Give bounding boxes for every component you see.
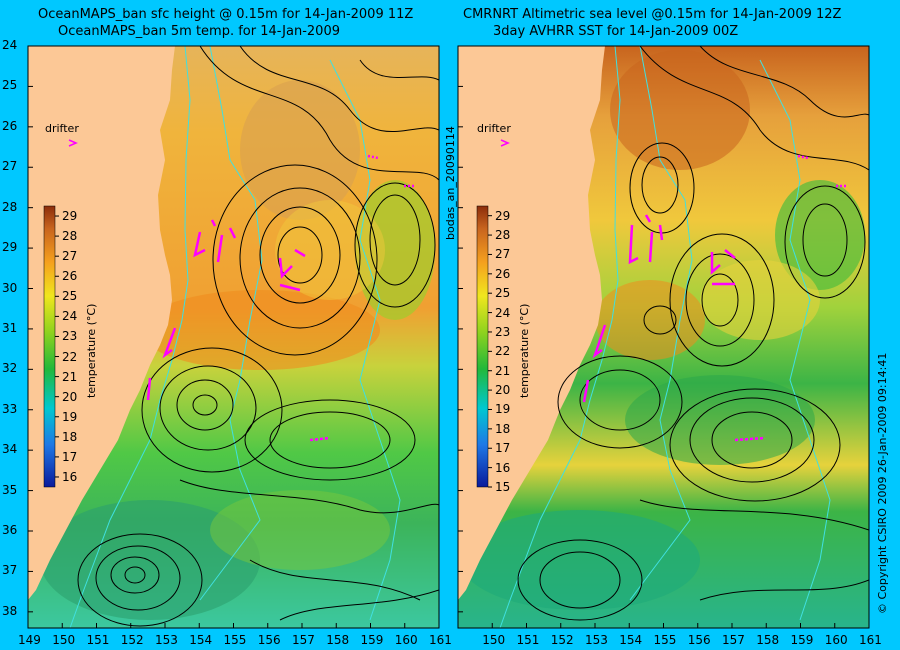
right-colorbar-tick-label: 16	[495, 460, 511, 475]
longitude-tick-label-left: 152	[120, 633, 144, 647]
latitude-tick-label: 34	[2, 442, 18, 457]
left-colorbar-tick-label: 18	[62, 429, 78, 444]
left-title-line1: OceanMAPS_ban sfc height @ 0.15m for 14-…	[38, 7, 414, 22]
left-colorbar-tick-label: 22	[62, 349, 78, 364]
longitude-tick-label-right: 154	[619, 633, 643, 647]
latitude-tick-label: 31	[2, 320, 18, 335]
longitude-tick-label-right: 153	[585, 633, 608, 647]
right-colorbar-tick-label: 15	[495, 480, 511, 494]
right-colorbar-tick-label: 25	[495, 286, 511, 301]
longitude-tick-label-right: 158	[756, 633, 780, 647]
left-colorbar-tick-label: 28	[62, 229, 78, 244]
longitude-tick-label-left: 159	[360, 633, 384, 647]
left-title-line2: OceanMAPS_ban 5m temp. for 14-Jan-2009	[58, 24, 340, 39]
longitude-tick-label-left: 155	[223, 633, 247, 647]
longitude-tick-label-left: 156	[257, 633, 281, 647]
longitude-tick-label-right: 155	[653, 633, 677, 647]
left-colorbar-label: temperature (°C)	[85, 303, 98, 398]
left-colorbar-tick-label: 26	[62, 269, 78, 284]
longitude-tick-label-right: 159	[790, 633, 814, 647]
latitude-tick-label: 25	[2, 78, 18, 93]
right-colorbar-tick-label: 26	[495, 266, 511, 281]
right-colorbar-tick-label: 23	[495, 324, 511, 339]
left-colorbar-tick-label: 17	[62, 449, 78, 464]
right-colorbar-tick-label: 17	[495, 441, 511, 456]
left-colorbar-tick-label: 21	[62, 369, 78, 384]
left-colorbar	[43, 205, 59, 488]
longitude-tick-label-right: 160	[824, 633, 848, 647]
right-colorbar-tick-label: 19	[495, 402, 511, 417]
longitude-tick-label-left: 160	[394, 633, 418, 647]
latitude-tick-label: 38	[2, 603, 18, 618]
longitude-tick-label-left: 153	[155, 633, 178, 647]
right-colorbar-tick-label: 27	[495, 247, 511, 262]
longitude-tick-label-right: 151	[516, 633, 540, 647]
left-colorbar-tick-label: 25	[62, 289, 78, 304]
right-title-line1: CMRNRT Altimetric sea level @0.15m for 1…	[463, 7, 842, 22]
right-land	[458, 46, 605, 600]
longitude-tick-label-left: 149	[18, 633, 41, 647]
longitude-tick-label-right: 157	[722, 633, 745, 647]
right-drifter-label: drifter	[477, 122, 511, 135]
latitude-tick-label: 27	[2, 159, 18, 174]
left-land	[28, 46, 175, 600]
copyright-label: © Copyright CSIRO 2009 26-Jan-2009 09:14…	[876, 352, 889, 614]
left-drifter-label: drifter	[45, 122, 79, 135]
latitude-tick-label: 32	[2, 361, 18, 376]
left-colorbar-tick-label: 24	[62, 309, 78, 324]
longitude-tick-label-left: 151	[86, 633, 110, 647]
longitude-tick-label-right: 161	[859, 633, 882, 647]
latitude-tick-label: 36	[2, 523, 18, 537]
longitude-tick-label-right: 152	[550, 633, 574, 647]
right-colorbar-tick-label: 28	[495, 228, 511, 243]
left-colorbar-tick-label: 29	[62, 209, 78, 224]
left-map	[28, 46, 439, 628]
latitude-tick-label: 28	[2, 199, 18, 214]
latitude-tick-label: 30	[2, 280, 18, 295]
right-colorbar-label: temperature (°C)	[518, 303, 531, 398]
latitude-tick-label: 29	[2, 240, 18, 255]
left-colorbar-tick-label: 16	[62, 469, 78, 484]
right-colorbar	[476, 205, 492, 488]
right-colorbar-tick-label: 29	[495, 208, 511, 223]
longitude-tick-label-left: 161	[429, 633, 452, 647]
right-colorbar-tick-label: 24	[495, 305, 511, 320]
latitude-tick-label: 35	[2, 482, 18, 497]
left-colorbar-tick-label: 19	[62, 409, 78, 424]
longitude-tick-label-right: 156	[687, 633, 711, 647]
right-map	[458, 46, 869, 628]
right-title-line2: 3day AVHRR SST for 14-Jan-2009 00Z	[493, 24, 739, 39]
longitude-tick-label-left: 158	[326, 633, 350, 647]
longitude-tick-label-left: 154	[189, 633, 213, 647]
latitude-tick-label: 37	[2, 563, 18, 578]
longitude-tick-label-right: 150	[482, 633, 506, 647]
right-colorbar-tick-label: 21	[495, 363, 511, 378]
run-id-label: bodas_an_20090114	[444, 126, 457, 240]
right-colorbar-tick-label: 20	[495, 383, 511, 398]
right-colorbar-tick-label: 22	[495, 344, 511, 359]
latitude-tick-label: 24	[2, 38, 18, 52]
latitude-tick-label: 33	[2, 401, 18, 416]
latitude-tick-label: 26	[2, 118, 18, 133]
right-colorbar-tick-label: 18	[495, 421, 511, 436]
longitude-tick-label-left: 157	[292, 633, 315, 647]
left-colorbar-tick-label: 20	[62, 389, 78, 404]
left-colorbar-tick-label: 27	[62, 249, 78, 264]
left-colorbar-tick-label: 23	[62, 329, 78, 344]
longitude-tick-label-left: 150	[52, 633, 76, 647]
